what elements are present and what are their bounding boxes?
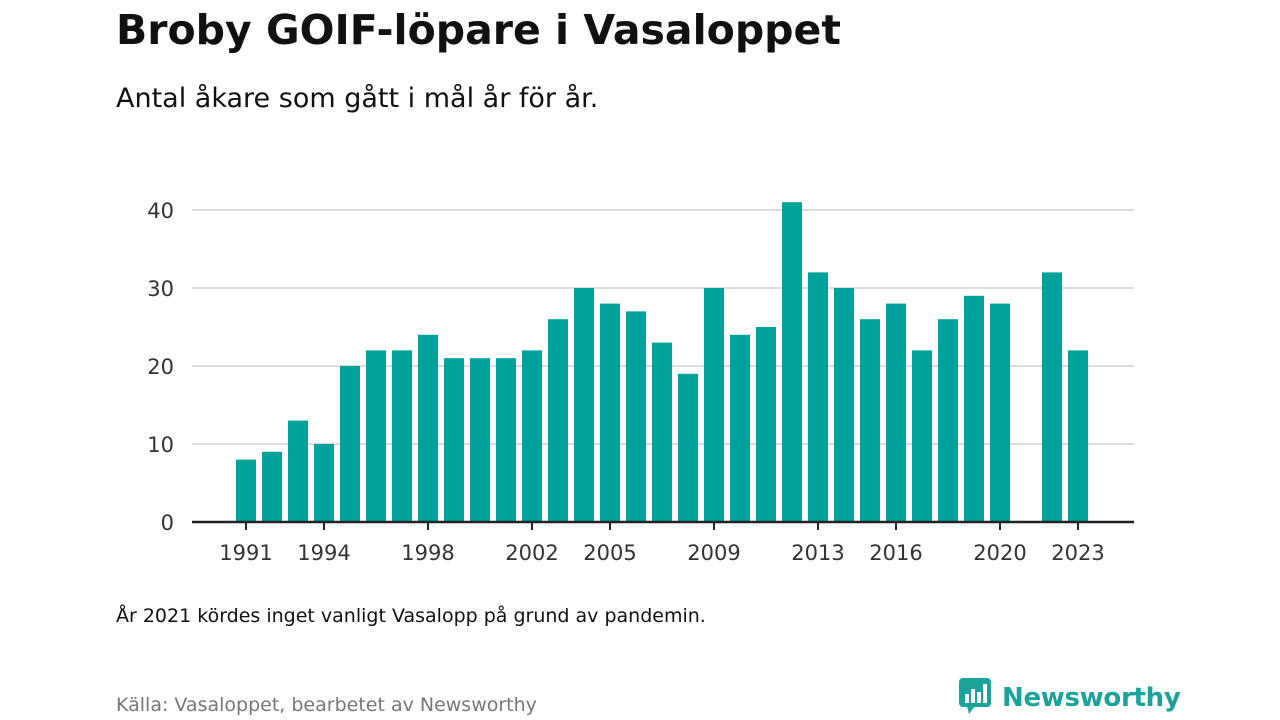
bar-2001 [496,358,516,522]
brand-name: Newsworthy [1002,683,1181,713]
bar-2002 [522,350,542,522]
y-tick-label: 10 [147,433,174,457]
bar-1992 [262,451,282,522]
brand-logo: Newsworthy [958,677,1181,719]
bar-1994 [314,444,334,522]
bar-2000 [470,358,490,522]
bar-1998 [418,334,438,522]
bars [236,202,1088,522]
x-tick-label: 2005 [583,541,636,565]
x-tick-label: 1991 [219,541,272,565]
bar-2008 [678,373,698,522]
bar-chart: 0 10 20 30 40 1991 1994 1998 2002 2005 2009 2013 20… [147,199,1134,565]
y-tick-label: 40 [147,199,174,223]
bar-2016 [886,303,906,522]
bar-2010 [730,334,750,522]
x-tick-label: 2016 [869,541,922,565]
bar-2019 [964,295,984,522]
bar-2012 [782,202,802,522]
source-credit: Källa: Vasaloppet, bearbetet av Newswort… [116,694,537,716]
bar-2022 [1042,272,1062,522]
x-tick-label: 2023 [1051,541,1104,565]
bar-2007 [652,342,672,522]
bar-2015 [860,319,880,522]
x-tick-label: 2013 [791,541,844,565]
bar-1999 [444,358,464,522]
bar-1997 [392,350,412,522]
x-tick-label: 2020 [973,541,1026,565]
chart-title: Broby GOIF-löpare i Vasaloppet [116,6,841,54]
y-axis-ticks: 0 10 20 30 40 [147,199,174,535]
x-tick-label: 2009 [687,541,740,565]
newsworthy-bar-chart-logo-icon [958,677,992,719]
bar-2009 [704,288,724,522]
y-tick-label: 30 [147,277,174,301]
x-tick-label: 1994 [297,541,350,565]
chart-note: År 2021 kördes inget vanligt Vasalopp på… [116,605,706,627]
y-tick-label: 0 [161,511,174,535]
bar-2017 [912,350,932,522]
bar-1995 [340,366,360,522]
y-tick-label: 20 [147,355,174,379]
bar-2020 [990,303,1010,522]
bar-2013 [808,272,828,522]
bar-2023 [1068,350,1088,522]
x-tick-label: 2002 [505,541,558,565]
bar-2018 [938,319,958,522]
bar-2014 [834,288,854,522]
bar-2005 [600,303,620,522]
bar-1996 [366,350,386,522]
bar-2004 [574,288,594,522]
x-tick-label: 1998 [401,541,454,565]
bar-1993 [288,420,308,522]
bar-2003 [548,319,568,522]
bar-1991 [236,459,256,522]
chart-subtitle: Antal åkare som gått i mål år för år. [116,83,599,114]
bar-2011 [756,327,776,522]
bar-2006 [626,311,646,522]
x-axis-ticks: 1991 1994 1998 2002 2005 2009 2013 2016 2020 2023 [219,522,1105,565]
